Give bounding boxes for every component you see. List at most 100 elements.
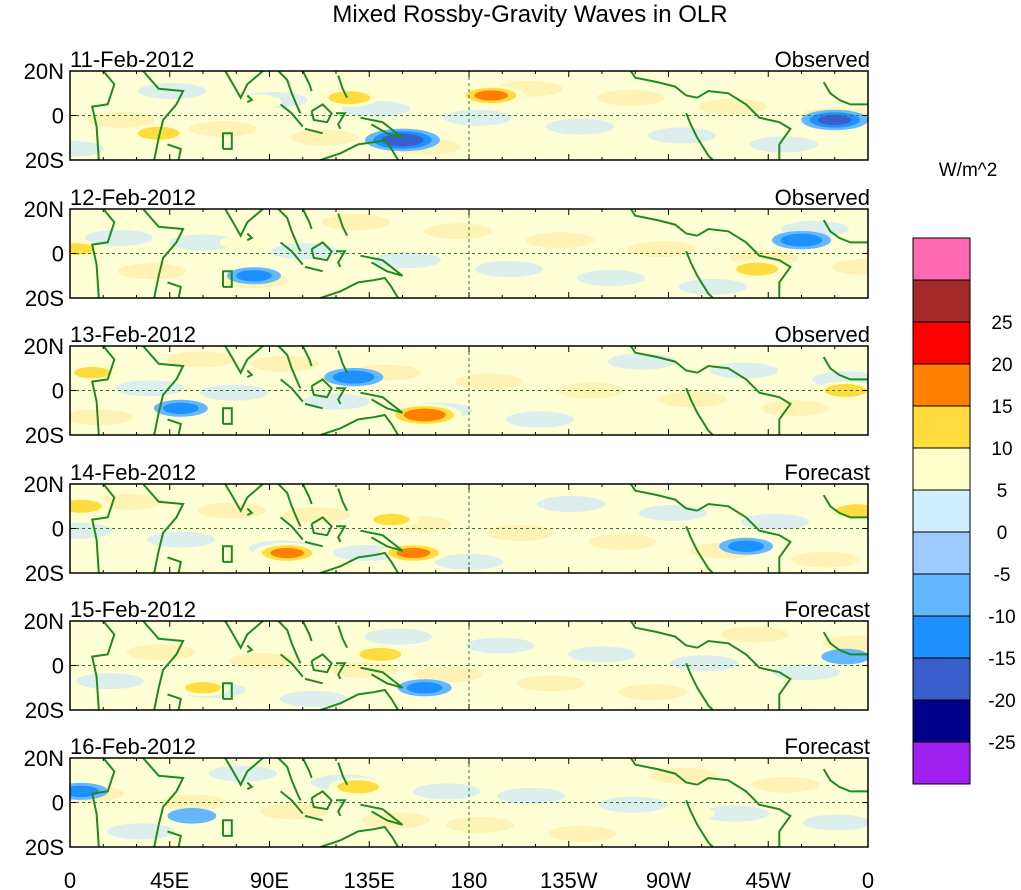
y-tick-label: 20S (25, 423, 64, 448)
coastline (310, 653, 333, 674)
coastline (337, 762, 348, 786)
coastline (822, 631, 868, 656)
y-tick-label: 20S (25, 286, 64, 311)
colorbar-box (912, 321, 971, 365)
contour-neg-10 (235, 270, 272, 282)
wave-texture (497, 787, 566, 804)
wave-texture (658, 391, 727, 408)
wave-texture (485, 524, 554, 541)
coastline (320, 138, 399, 160)
panel-6: 20N 0 20S 16-Feb-2012 Forecast (24, 734, 870, 860)
anomaly-blob (328, 777, 388, 797)
region-box (222, 682, 233, 700)
wave-texture (115, 380, 184, 397)
contour-neg-10 (70, 785, 100, 798)
coastline (167, 830, 182, 847)
anomaly-blob (70, 497, 111, 516)
coastline (320, 688, 399, 710)
y-tick-label: 20N (24, 59, 64, 84)
x-tick-label: 45E (150, 868, 189, 890)
wave-texture (709, 362, 778, 379)
wave-texture (75, 673, 144, 690)
colorbar-tick-label: -25 (988, 733, 1015, 754)
wave-texture (596, 89, 665, 106)
coastline (310, 790, 333, 811)
x-tick-label: 180 (451, 868, 488, 890)
wave-texture (749, 136, 818, 153)
coastline (246, 644, 254, 653)
coastline (301, 346, 313, 367)
wave-texture (568, 646, 636, 663)
wave-texture (548, 825, 617, 842)
coastline (685, 662, 714, 710)
contour-pos-10 (736, 262, 779, 276)
coastline (685, 387, 714, 435)
contour-pos-15 (396, 547, 431, 559)
anomaly-blob (219, 234, 266, 250)
coastline (90, 346, 116, 435)
coastline (142, 621, 185, 710)
wave-texture (638, 504, 707, 521)
wave-texture (84, 229, 153, 246)
wave-texture (137, 83, 206, 100)
colorbar-box (912, 447, 971, 491)
coastline (246, 232, 254, 242)
anomaly-blob (821, 648, 868, 665)
anomaly-blob (176, 679, 230, 697)
coastline (142, 209, 185, 298)
y-tick-label: 20N (24, 197, 64, 222)
colorbar-tick-label: -20 (988, 691, 1015, 712)
contour-pos-10 (70, 499, 102, 513)
coastline (696, 89, 792, 160)
wave-texture (169, 234, 237, 251)
contour-pos-5 (666, 805, 716, 822)
contour-neg-5 (167, 808, 217, 824)
coastline (90, 484, 116, 573)
wave-texture (106, 823, 175, 840)
anomaly-blob (397, 679, 452, 697)
wave-texture (545, 118, 614, 135)
coastline (822, 494, 868, 519)
coastline (320, 276, 399, 298)
wave-texture (443, 109, 512, 126)
coastline (337, 350, 348, 374)
wave-texture (435, 553, 503, 570)
wave-texture (720, 626, 789, 643)
wave-texture (556, 382, 625, 399)
wave-texture (576, 269, 645, 286)
wave-texture (831, 258, 868, 275)
wave-texture (372, 252, 441, 269)
coastline (304, 540, 323, 548)
colorbar-box (912, 405, 971, 449)
y-tick-label: 20N (24, 334, 64, 359)
coastline (224, 484, 264, 513)
coastline (336, 662, 347, 680)
colorbar-tick-label: 10 (991, 439, 1012, 460)
wave-texture (618, 684, 687, 701)
coastline (696, 776, 792, 847)
wave-texture (587, 533, 656, 550)
coastline (360, 391, 404, 414)
wave-texture (822, 635, 868, 652)
contour-pos-15 (270, 547, 304, 559)
colorbar-tick-label: 20 (991, 355, 1012, 376)
wave-texture (760, 400, 829, 417)
coastline (822, 768, 868, 793)
wave-texture (302, 393, 370, 410)
coastline (277, 346, 302, 389)
coastline (301, 71, 313, 92)
wave-texture (791, 551, 860, 568)
y-tick-label: 0 (52, 791, 64, 816)
contour-neg-15 (818, 114, 852, 126)
figure-title: Mixed Rossby-Gravity Waves in OLR (332, 1, 727, 28)
coastline (336, 250, 347, 268)
y-tick-label: 20S (25, 148, 64, 173)
wave-texture (517, 675, 586, 692)
contour-neg-10 (332, 370, 375, 384)
coastline (142, 758, 185, 847)
colorbar-tick-label: -5 (994, 565, 1011, 586)
wave-texture (166, 351, 235, 368)
panel-date: 16-Feb-2012 (70, 734, 196, 759)
x-tick-label: 135E (344, 868, 395, 890)
